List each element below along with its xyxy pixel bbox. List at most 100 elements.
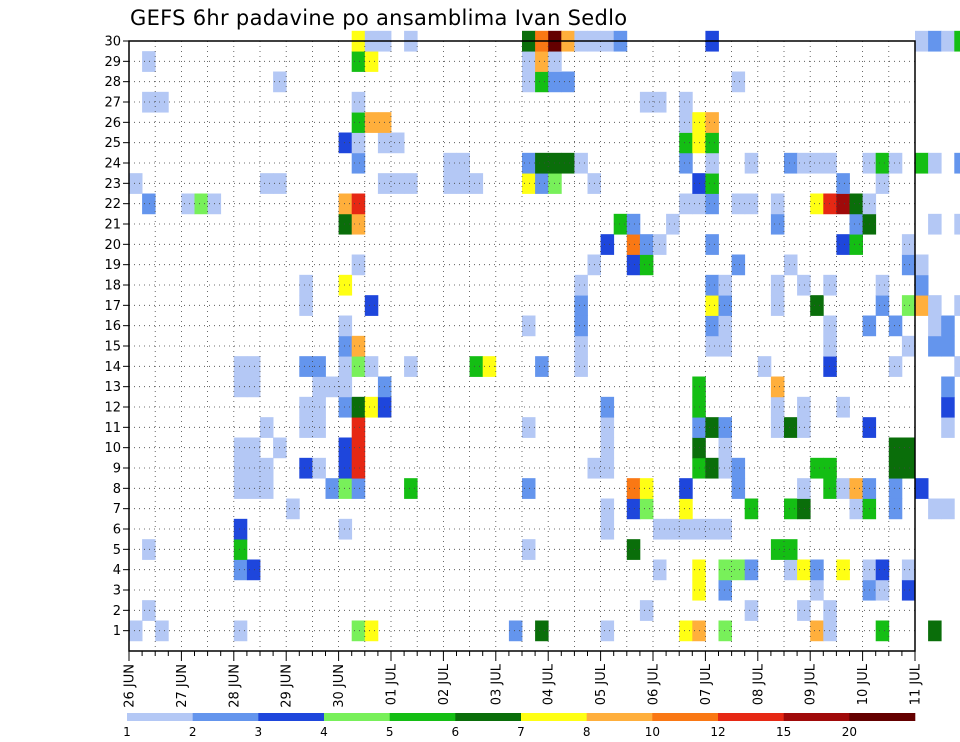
heatmap-cell (784, 539, 798, 560)
heatmap-cell (744, 193, 759, 215)
heatmap-cell (233, 518, 248, 540)
colorbar-label: 3 (255, 725, 263, 739)
heatmap-cell (338, 356, 353, 377)
heatmap-cell (351, 213, 366, 235)
heatmap-cell (849, 213, 863, 235)
heatmap-cell (744, 498, 759, 520)
heatmap-cell (941, 396, 955, 418)
colorbar-label: 1 (123, 725, 131, 739)
heatmap-cell (679, 132, 693, 154)
heatmap-cell (142, 600, 156, 621)
heatmap-cell (233, 478, 248, 499)
heatmap-cell (679, 112, 693, 133)
heatmap-cell (836, 396, 850, 418)
x-tick-label: 27 JUN (175, 664, 190, 708)
heatmap-cell (522, 152, 536, 174)
heatmap-cell (888, 152, 903, 174)
heatmap-cell (522, 51, 536, 72)
heatmap-cell (194, 193, 208, 215)
heatmap-cell (364, 356, 379, 377)
heatmap-cell (351, 417, 366, 438)
heatmap-cell (901, 254, 916, 276)
heatmap-cell (731, 193, 746, 215)
heatmap-cell (928, 295, 942, 316)
heatmap-cell (679, 518, 693, 540)
heatmap-cell (810, 295, 824, 316)
y-tick-label: 30 (104, 35, 121, 50)
y-tick-label: 1 (113, 624, 121, 639)
heatmap-cell (705, 274, 719, 296)
heatmap-cell (233, 457, 248, 479)
heatmap-cell (875, 274, 890, 296)
y-tick-label: 18 (104, 279, 121, 294)
y-tick-label: 13 (104, 380, 121, 395)
heatmap-cell (535, 356, 549, 377)
heatmap-cell (574, 335, 588, 357)
heatmap-cell (522, 71, 536, 93)
heatmap-cell (915, 152, 929, 174)
heatmap-cell (351, 152, 366, 174)
heatmap-cell (351, 335, 366, 357)
heatmap-cell (142, 51, 156, 72)
heatmap-cell (770, 274, 785, 296)
heatmap-cell (770, 193, 785, 215)
heatmap-cell (299, 274, 313, 296)
heatmap-cell (901, 234, 916, 255)
heatmap-cell (260, 173, 274, 194)
heatmap-cell (915, 274, 929, 296)
heatmap-cell (364, 112, 379, 133)
y-tick-label: 3 (113, 584, 121, 599)
heatmap-cell (155, 91, 169, 113)
heatmap-cell (260, 417, 274, 438)
y-tick-label: 7 (113, 502, 121, 517)
heatmap-cell (823, 600, 837, 621)
heatmap-cell (351, 193, 366, 215)
colorbar-label: 8 (583, 725, 591, 739)
heatmap-cell (823, 620, 837, 642)
heatmap-cell (181, 193, 195, 215)
heatmap-cell (718, 579, 732, 601)
heatmap-cell (888, 356, 903, 377)
heatmap-cell (351, 51, 366, 72)
heatmap-cell (915, 254, 929, 276)
y-tick-label: 9 (113, 462, 121, 477)
heatmap-cell (954, 30, 960, 52)
heatmap-cell (351, 132, 366, 154)
heatmap-cell (718, 559, 732, 581)
heatmap-cell (351, 91, 366, 113)
heatmap-cell (901, 335, 916, 357)
heatmap-cell (915, 30, 929, 52)
heatmap-cell (155, 620, 169, 642)
heatmap-cell (469, 173, 484, 194)
heatmap-cell (823, 152, 837, 174)
heatmap-cell (797, 600, 811, 621)
heatmap-cell (679, 193, 693, 215)
heatmap-cell (849, 234, 863, 255)
y-tick-label: 10 (104, 441, 121, 456)
heatmap-cell (901, 457, 916, 479)
heatmap-cell (836, 193, 850, 215)
heatmap-cell (954, 213, 960, 235)
heatmap-cell (233, 620, 248, 642)
heatmap-cell (338, 213, 353, 235)
heatmap-cell (875, 295, 890, 316)
heatmap-cell (705, 417, 719, 438)
heatmap-cell (364, 295, 379, 316)
heatmap-cell (299, 457, 313, 479)
heatmap-cell (823, 457, 837, 479)
heatmap-cell (246, 559, 261, 581)
x-tick-label: 10 JUL (856, 663, 871, 705)
heatmap-cell (508, 620, 523, 642)
x-tick-label: 28 JUN (227, 664, 242, 708)
heatmap-cell (574, 295, 588, 316)
heatmap-cell (142, 539, 156, 560)
heatmap-cell (600, 457, 615, 479)
heatmap-cell (600, 396, 615, 418)
y-tick-label: 24 (104, 157, 121, 172)
heatmap-cell (744, 600, 759, 621)
heatmap-cell (705, 173, 719, 194)
heatmap-cell (718, 457, 732, 479)
heatmap-cell (260, 478, 274, 499)
heatmap-cell (338, 315, 353, 337)
heatmap-cell (888, 315, 903, 337)
